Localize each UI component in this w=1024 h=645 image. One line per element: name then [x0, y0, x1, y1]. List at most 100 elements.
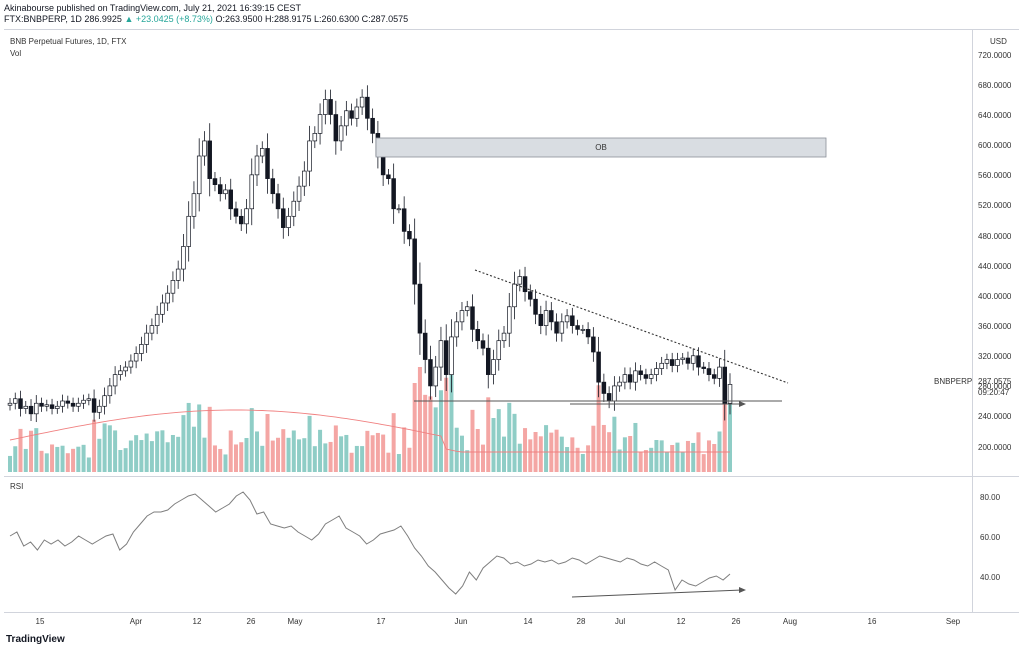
volume-bar [286, 437, 291, 472]
date-tick: 12 [193, 617, 202, 626]
candle-body [354, 106, 360, 119]
volume-bar [370, 435, 375, 472]
volume-bar [212, 445, 217, 472]
volume-bar [407, 447, 412, 472]
volume-bar [102, 423, 107, 472]
symbol-header: FTX:BNBPERP, 1D 286.9925 ▲ +23.0425 (+8.… [4, 14, 408, 25]
candle-body [507, 306, 512, 334]
time-axis[interactable]: 15 Apr 12 26 May 17 Jun 14 28 Jul 12 26 … [36, 617, 961, 626]
volume-bar [134, 435, 139, 472]
time-axis-divider [4, 612, 1019, 613]
candle-body [39, 402, 44, 407]
descending-trendline[interactable] [474, 269, 789, 384]
volume-bar [60, 445, 65, 472]
volume-bar [612, 416, 617, 472]
candle-body [449, 336, 454, 375]
date-tick: Apr [130, 617, 143, 626]
candle-body [491, 359, 496, 375]
volume-bar [396, 454, 401, 472]
price-axis[interactable]: 720.0000 680.0000 640.0000 600.0000 560.… [978, 51, 1012, 452]
volume-bar [128, 440, 133, 472]
volume-bar [23, 448, 28, 472]
chart-title: BNB Perpetual Futures, 1D, FTX [10, 37, 127, 46]
volume-bar [270, 440, 275, 472]
volume-bar [664, 452, 669, 472]
volume-bar [207, 406, 212, 472]
rsi-divergence-line[interactable] [571, 589, 743, 598]
candle-body [380, 155, 386, 176]
candle-body [622, 374, 628, 383]
candle-body [144, 332, 149, 345]
volume-bars [8, 367, 732, 472]
badge-symbol: BNBPERP [934, 377, 972, 386]
candle-body [81, 399, 86, 404]
candle-body [323, 99, 328, 115]
volume-bar [538, 436, 543, 472]
volume-bar [554, 429, 559, 472]
candle-body [612, 385, 617, 402]
candle-body [186, 215, 191, 247]
candle-body [480, 340, 486, 349]
volume-bar [349, 452, 354, 472]
candle-body [139, 344, 144, 354]
candle-body [464, 306, 470, 311]
price-tick: 600.0000 [978, 141, 1012, 150]
candle-body [454, 321, 459, 338]
up-arrow-icon: ▲ [124, 14, 134, 24]
candle-body [133, 353, 139, 362]
candle-body [281, 208, 286, 228]
candle-body [606, 393, 612, 402]
candle-body [396, 208, 402, 211]
tradingview-logo[interactable]: TradingView [6, 634, 65, 645]
candle-body [91, 398, 97, 413]
candle-body [417, 283, 423, 334]
candle-body [365, 96, 370, 119]
candle-body [317, 114, 323, 134]
candle-body [286, 215, 291, 228]
volume-bar [375, 432, 380, 472]
volume-label: Vol [10, 49, 21, 58]
pane-divider [4, 476, 1019, 477]
candle-body [233, 208, 239, 217]
volume-bar [255, 431, 260, 472]
date-tick: 16 [868, 617, 877, 626]
rsi-line [9, 491, 731, 595]
price-tick: 360.0000 [978, 322, 1012, 331]
volume-bar [55, 446, 60, 472]
volume-bar [502, 436, 507, 472]
volume-ma-line [9, 409, 730, 453]
rsi-axis[interactable]: 80.00 60.00 40.00 [980, 493, 1001, 582]
candle-body [475, 329, 480, 342]
price-tick: 480.0000 [978, 232, 1012, 241]
candle-body [643, 374, 649, 379]
volume-bar [107, 425, 112, 472]
candle-body [76, 402, 81, 407]
volume-bar [18, 428, 23, 472]
candle-body [60, 400, 65, 407]
volume-bar [165, 442, 170, 472]
volume-bar [544, 425, 549, 472]
price-tick: 720.0000 [978, 51, 1012, 60]
volume-bar [44, 453, 49, 472]
ob-zone[interactable] [375, 137, 827, 158]
volume-bar [417, 367, 422, 472]
candle-body [70, 402, 76, 407]
rsi-tick: 40.00 [980, 573, 1001, 582]
volume-bar [675, 442, 680, 472]
volume-bar [638, 452, 643, 472]
volume-bar [528, 439, 533, 472]
badge-countdown: 09:20:47 [978, 388, 1010, 397]
candle-body [34, 402, 39, 415]
volume-bar [86, 457, 91, 472]
volume-bar [186, 402, 191, 472]
candle-body [112, 374, 118, 387]
candle-body [344, 110, 349, 127]
price-tick: 240.0000 [978, 412, 1012, 421]
candle-body [459, 310, 465, 323]
volume-bar [365, 430, 370, 472]
candle-body [512, 283, 517, 308]
candle-body [559, 321, 565, 334]
volume-bar [459, 435, 464, 472]
volume-bar [601, 424, 606, 472]
